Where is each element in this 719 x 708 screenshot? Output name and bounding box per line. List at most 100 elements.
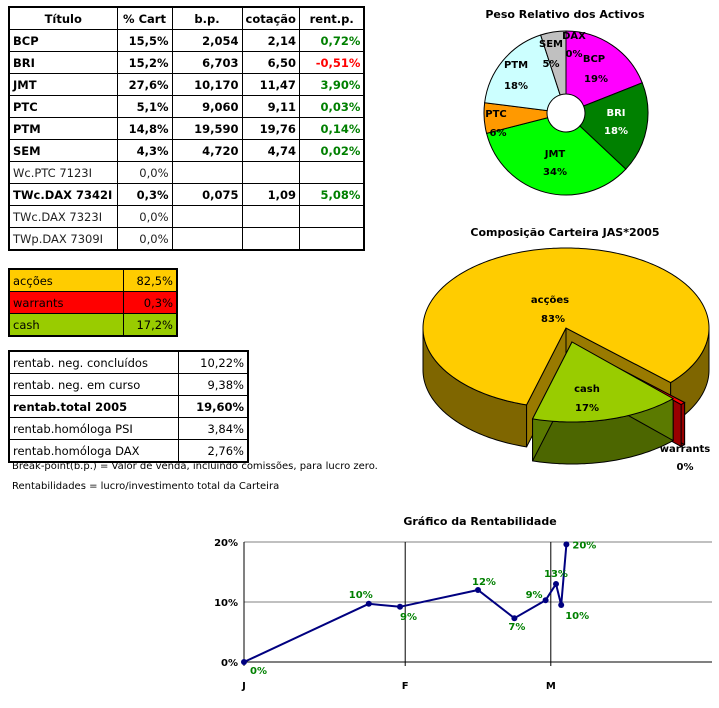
cell-titulo: TWp.DAX 7309I [8, 227, 118, 251]
pie-label-value: 18% [504, 81, 528, 92]
table-row: TWp.DAX 7309I 0,0% [8, 227, 365, 251]
cell-titulo: BRI [8, 51, 118, 74]
cell-cart: 0,3% [116, 183, 173, 206]
pie-slice-bcp [565, 30, 643, 107]
table-row: PTM 14,8% 19,590 19,76 0,14% [8, 117, 365, 140]
data-label: 20% [572, 540, 596, 551]
table-row: TWc.DAX 7323I 0,0% [8, 205, 365, 228]
cell-bp: 0,075 [171, 183, 243, 206]
x-tick-label: J [241, 681, 246, 692]
cell-titulo: TWc.DAX 7323I [8, 205, 118, 228]
chart-title-rentabilidade: Gráfico da Rentabilidade [403, 515, 557, 528]
cell-bp: 10,170 [171, 73, 243, 96]
pie-label-value: 18% [604, 126, 628, 137]
chart-title-peso: Peso Relativo dos Activos [485, 8, 645, 21]
rentab-label: rentab.homóloga DAX [8, 439, 179, 463]
rentab-row: rentab.total 2005 19,60% [8, 395, 249, 418]
rentab-table: rentab. neg. concluídos 10,22% rentab. neg… [8, 350, 249, 463]
allocation-row: warrants 0,3% [8, 291, 178, 314]
cell-rent: 0,03% [298, 95, 365, 118]
data-label: 13% [544, 569, 568, 580]
allocation-row: cash 17,2% [8, 313, 178, 337]
pie-slice-sem [540, 30, 567, 96]
cell-cart: 0,0% [116, 227, 173, 251]
cell-bp: 6,703 [171, 51, 243, 74]
pie-slice-bri [579, 82, 649, 170]
chart-title-composicao: Composição Carteira JAS*2005 [470, 226, 660, 239]
data-label: 10% [349, 590, 373, 601]
x-tick-label: M [546, 681, 556, 692]
pie3d-label-value: 0% [677, 462, 694, 473]
data-label: 9% [400, 612, 417, 623]
allocation-label: warrants [8, 291, 124, 314]
data-point [241, 659, 247, 665]
rentab-value: 9,38% [177, 373, 249, 396]
data-point [365, 600, 372, 607]
data-label: 12% [472, 577, 496, 588]
pie-label-name: JMT [544, 149, 566, 160]
cell-cot: 1,09 [241, 183, 300, 206]
cell-cot [241, 205, 300, 228]
table-header-row: Título % Cart b.p. cotação rent.p. [8, 6, 365, 30]
cell-rent: 0,72% [298, 29, 365, 52]
pie-label-name: BRI [606, 108, 625, 119]
allocation-value: 82,5% [122, 268, 178, 292]
rentab-row: rentab.homóloga DAX 2,76% [8, 439, 249, 463]
data-point [475, 587, 481, 593]
note-rentabilidades: Rentabilidades = lucro/investimento tota… [12, 481, 280, 492]
portfolio-table: Título % Cart b.p. cotação rent.p. BCP 15… [8, 6, 366, 251]
pie3d-slice-2 [531, 341, 675, 423]
x-tick-label: F [402, 681, 409, 692]
cell-cot [241, 227, 300, 251]
pie3d-label-name: warrants [660, 444, 710, 455]
pie3d-slice-0 [422, 247, 710, 406]
header-cart: % Cart [116, 6, 173, 30]
pie3d-label-value: 17% [575, 403, 599, 414]
data-point [553, 581, 559, 587]
note-break-point: Break-point(b.p.) = Valor de venda, incl… [12, 461, 378, 472]
data-point [558, 602, 565, 608]
data-point [563, 541, 570, 548]
pie-label-value: 19% [584, 74, 608, 85]
cell-rent: -0,51% [298, 51, 365, 74]
table-row: BCP 15,5% 2,054 2,14 0,72% [8, 29, 365, 52]
rentab-label: rentab.total 2005 [8, 395, 179, 418]
pie3d-label-name: cash [574, 384, 600, 395]
table-row: TWc.DAX 7342I 0,3% 0,075 1,09 5,08% [8, 183, 365, 206]
allocation-table: acções 82,5% warrants 0,3% cash 17,2% [8, 268, 178, 337]
pie-label-name: PTM [504, 60, 528, 71]
y-tick-label: 10% [214, 598, 238, 609]
pie3d-label-value: 83% [541, 314, 565, 325]
rentab-value: 19,60% [177, 395, 249, 418]
data-label: 7% [508, 622, 525, 633]
pie3d-label-name: acções [531, 295, 569, 306]
pie-label-name: DAX [562, 31, 586, 42]
cell-cot: 6,50 [241, 51, 300, 74]
allocation-value: 17,2% [122, 313, 178, 337]
pie-slice-jmt [485, 117, 627, 196]
data-label: 9% [526, 590, 543, 601]
data-label: 10% [565, 611, 589, 622]
rentab-label: rentab.homóloga PSI [8, 417, 179, 440]
rentab-row: rentab.homóloga PSI 3,84% [8, 417, 249, 440]
pie-label-name: BCP [583, 54, 605, 65]
cell-cot: 4,74 [241, 139, 300, 162]
rentab-label: rentab. neg. concluídos [8, 350, 179, 374]
rentab-value: 2,76% [177, 439, 249, 463]
table-row: PTC 5,1% 9,060 9,11 0,03% [8, 95, 365, 118]
header-rent: rent.p. [298, 6, 365, 30]
pie-label-value: 0% [566, 49, 583, 60]
data-point [397, 603, 403, 610]
cell-cart: 0,0% [116, 205, 173, 228]
pie-label-value: 5% [543, 59, 560, 70]
data-point [542, 597, 549, 604]
cell-cart: 4,3% [116, 139, 173, 162]
pie-label-value: 6% [490, 128, 507, 139]
y-tick-label: 20% [214, 538, 238, 549]
data-point [511, 615, 518, 622]
rentab-row: rentab. neg. concluídos 10,22% [8, 350, 249, 374]
cell-bp: 19,590 [171, 117, 243, 140]
cell-rent [298, 205, 365, 228]
cell-rent [298, 227, 365, 251]
